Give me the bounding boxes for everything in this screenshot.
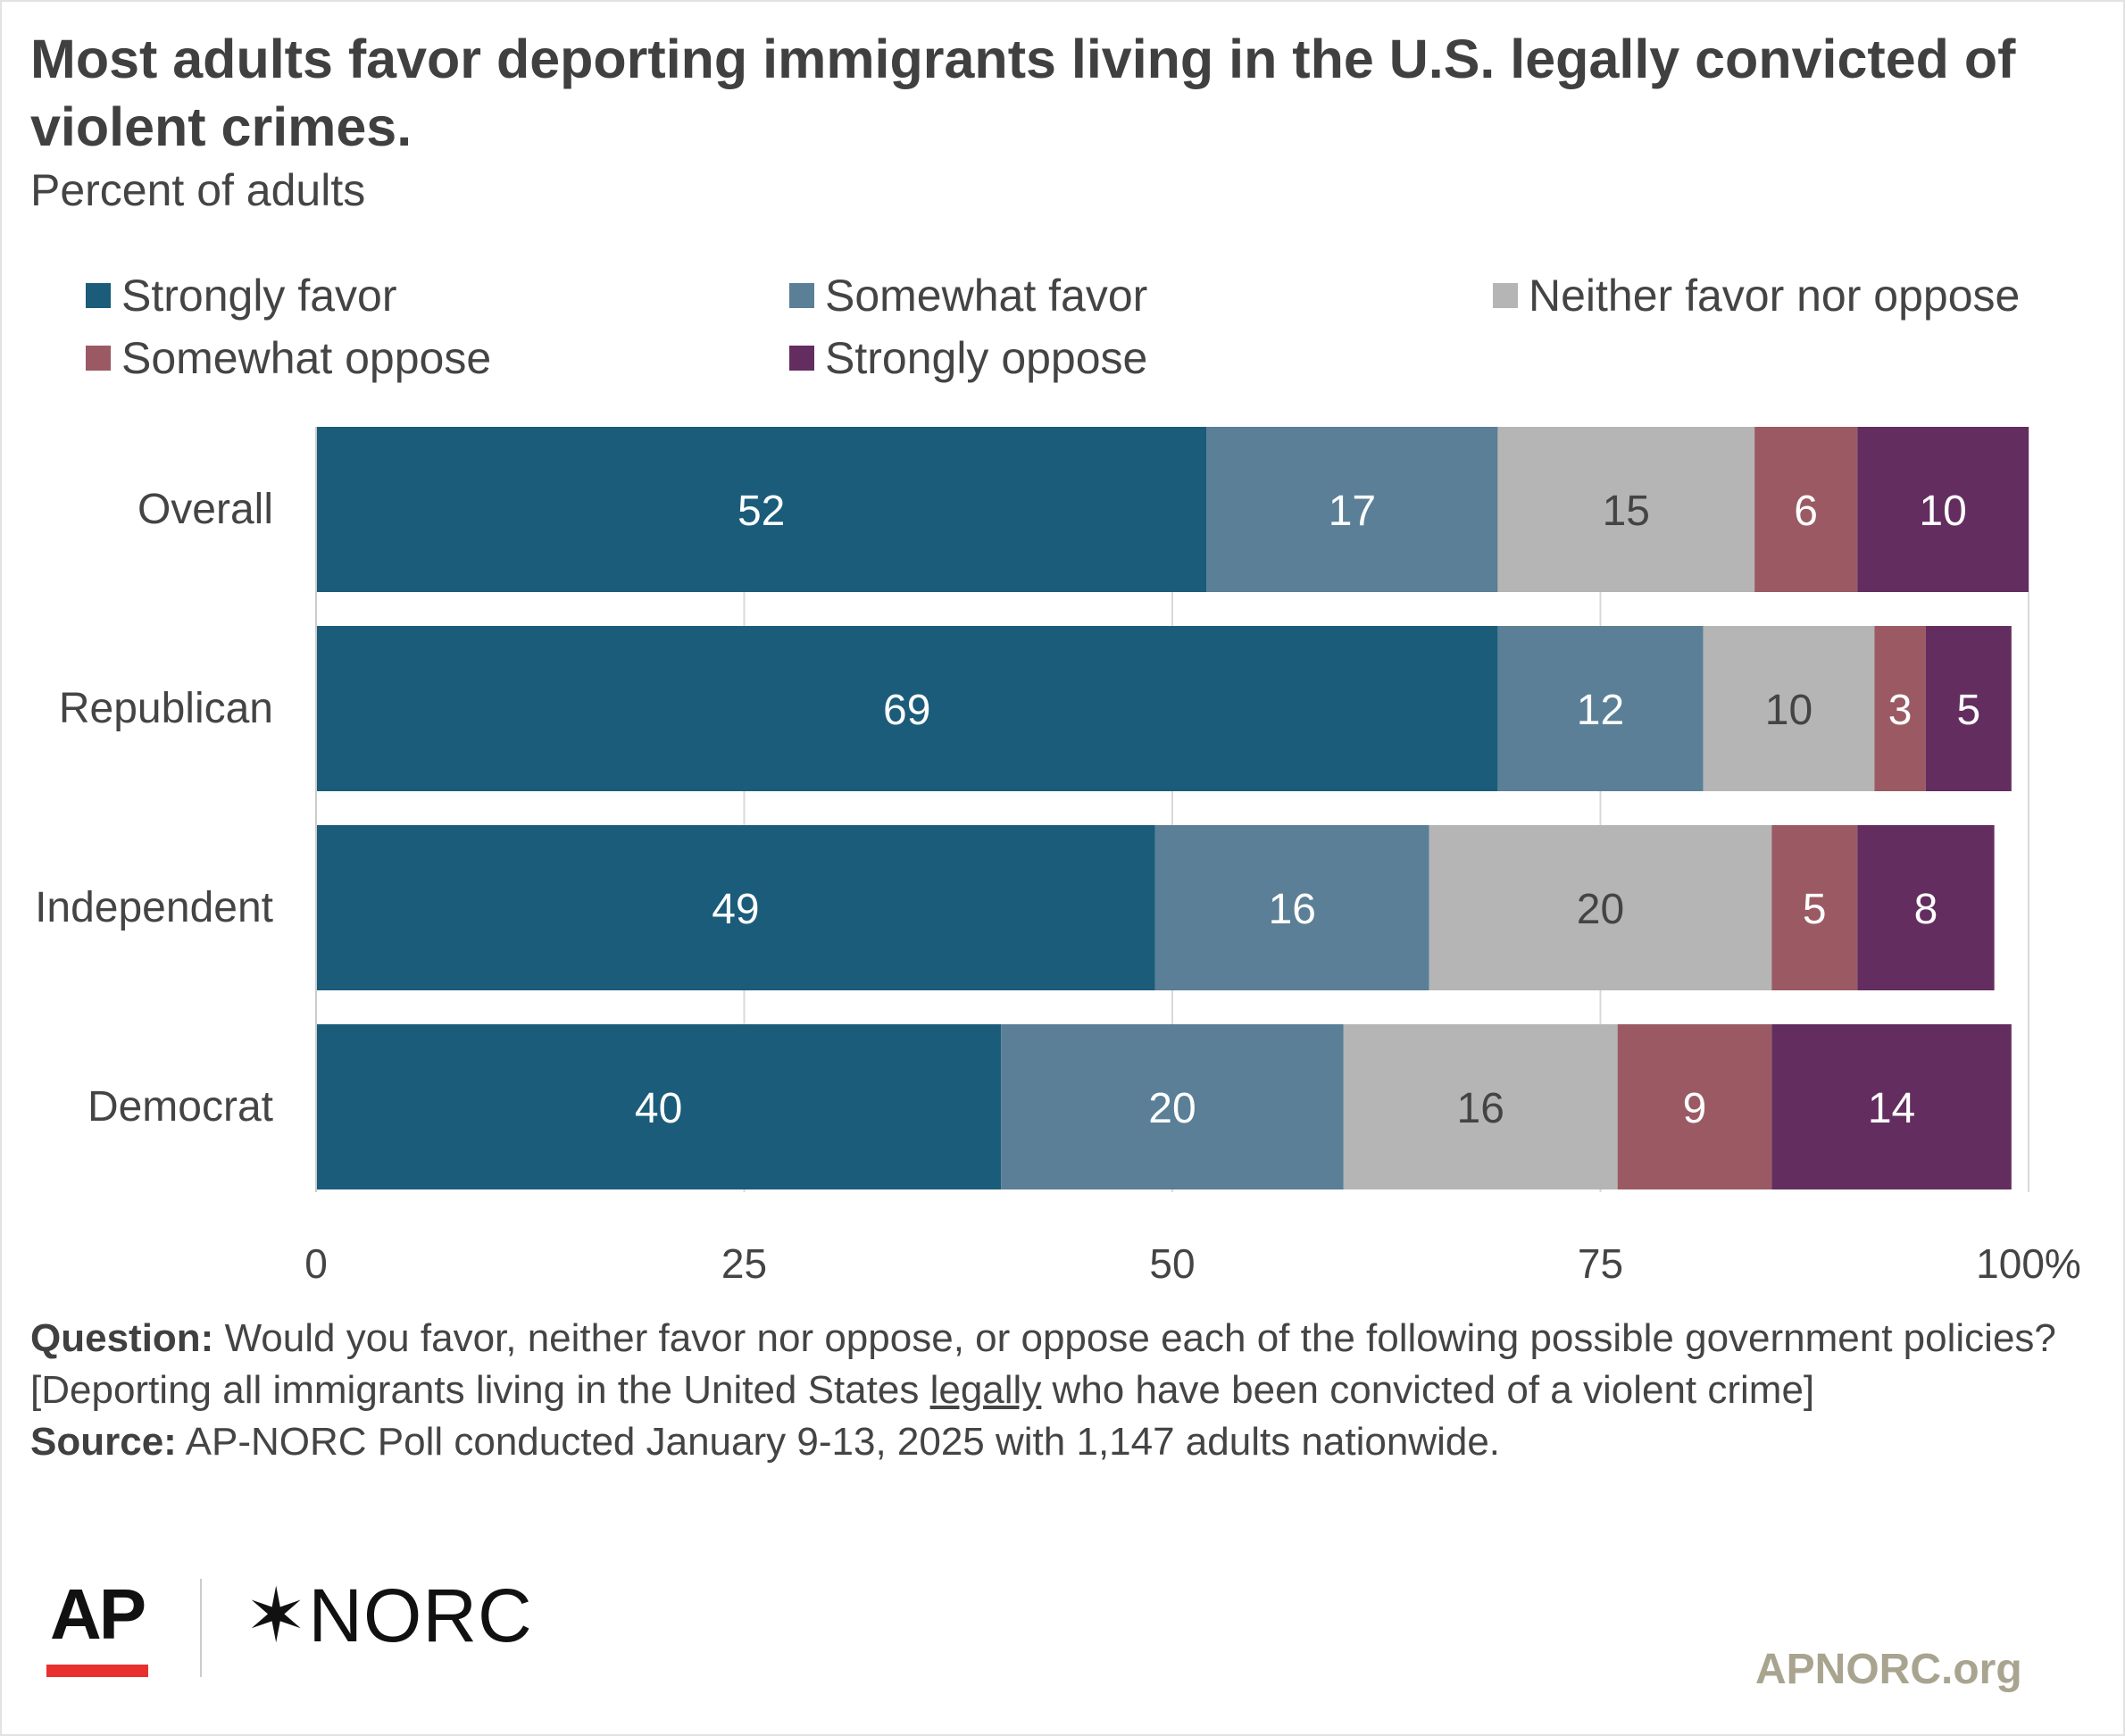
bar-segment [1925,626,2012,791]
bar-segment [316,1024,1002,1189]
data-label: 10 [1919,488,1966,535]
data-label: 15 [1603,488,1650,535]
bar-segment [1343,1024,1618,1189]
bar-segment [1497,427,1755,592]
legend-swatch [1493,283,1518,308]
question-note: Question: Would you favor, neither favor… [30,1313,2102,1416]
x-tick-label: 75 [1578,1240,1623,1287]
question-text: Would you favor, neither favor nor oppos… [30,1316,2056,1412]
legend-label: Neither favor nor oppose [1529,271,2021,321]
category-label: Independent [35,884,273,931]
bar-segment [316,825,1155,990]
legend-label: Strongly oppose [825,333,1148,383]
ap-logo-bar [46,1665,148,1677]
data-label: 20 [1577,886,1624,933]
bar-segment [1001,1024,1344,1189]
data-label: 10 [1765,687,1812,734]
bar-segment [1771,1024,2012,1189]
legend-swatch [789,346,814,371]
x-tick-label: 100% [1976,1240,2081,1287]
x-tick-label: 50 [1149,1240,1195,1287]
norc-logo: ✶NORC [245,1573,533,1657]
source-label: Source: [30,1420,177,1464]
data-label: 69 [883,687,930,734]
question-emphasis: legally [929,1368,1042,1412]
bar-segment [1703,626,1875,791]
legend-item-somewhat-favor: Somewhat favor [789,270,1147,321]
ap-logo: AP [50,1574,146,1654]
chart-title: Most adults favor deporting immigrants l… [30,29,2016,157]
legend-label: Somewhat favor [825,271,1148,321]
legend-item-strongly-favor: Strongly favor [86,270,396,321]
bar-segment [1857,427,2029,592]
legend-item-somewhat-oppose: Somewhat oppose [86,332,491,384]
category-label: Overall [138,486,273,533]
bar-segment [316,427,1207,592]
data-label: 3 [1888,687,1912,734]
data-label: 40 [635,1085,682,1132]
data-label: 49 [712,886,759,933]
site-link[interactable]: APNORC.org [1755,1646,2022,1693]
bar-segment [1206,427,1498,592]
data-label: 5 [1957,687,1981,734]
data-label: 20 [1148,1085,1196,1132]
data-label: 16 [1457,1085,1504,1132]
data-label: 12 [1577,687,1624,734]
x-tick-label: 25 [721,1240,767,1287]
bar-segment [1429,825,1772,990]
question-text-end: who have been convicted of a violent cri… [1041,1368,1815,1412]
data-label: 9 [1683,1085,1707,1132]
source-text: AP-NORC Poll conducted January 9-13, 202… [185,1420,1501,1464]
legend-item-strongly-oppose: Strongly oppose [789,332,1147,384]
bar-segment [1617,1024,1772,1189]
bar-segment [1497,626,1704,791]
category-label: Democrat [88,1083,273,1131]
legend-item-neither: Neither favor nor oppose [1493,270,2020,321]
data-label: 6 [1794,488,1818,535]
bar-segment [1857,825,1995,990]
data-label: 5 [1803,886,1827,933]
x-tick-label: 0 [304,1240,328,1287]
data-label: 14 [1868,1085,1915,1132]
data-label: 8 [1914,886,1938,933]
category-label: Republican [59,685,273,732]
legend-label: Somewhat oppose [121,333,492,383]
question-label: Question: [30,1316,214,1360]
bar-segment [1754,427,1858,592]
chart-notes: Question: Would you favor, neither favor… [30,1313,2102,1468]
legend-swatch [789,283,814,308]
source-note: Source: AP-NORC Poll conducted January 9… [30,1416,2102,1468]
chart-subtitle: Percent of adults [30,165,366,215]
legend-swatch [86,346,111,371]
bar-segment [1154,825,1429,990]
bar-segment [316,626,1498,791]
bar-segment [1771,825,1858,990]
data-label: 17 [1329,488,1376,535]
logo-divider [200,1579,202,1677]
data-label: 52 [738,488,785,535]
bar-segment [1874,626,1926,791]
legend-swatch [86,283,111,308]
legend-label: Strongly favor [121,271,397,321]
stacked-bar-chart: 0 25 50 75 100% Overall 52 17 15 6 10 Republican 69 1… [35,427,2081,1287]
data-label: 16 [1269,886,1316,933]
